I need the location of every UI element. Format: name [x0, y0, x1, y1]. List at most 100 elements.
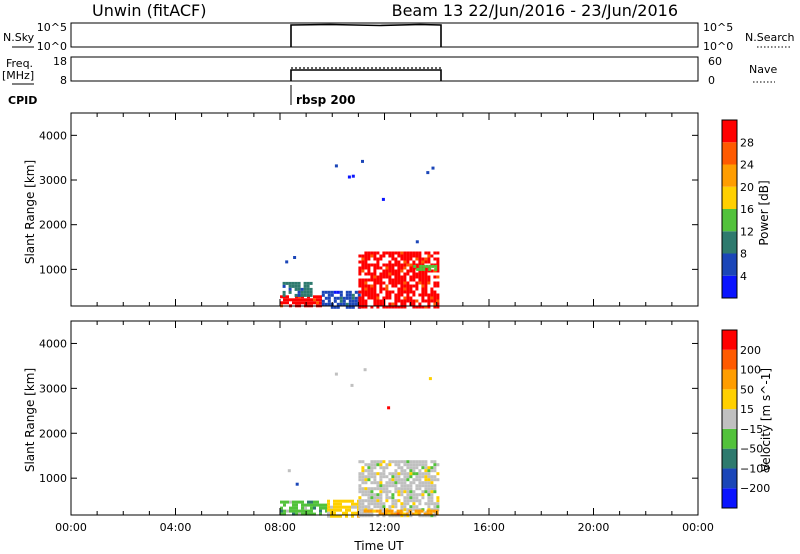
data-cell	[370, 472, 374, 476]
colorbar-cell	[722, 488, 737, 508]
data-cell	[373, 284, 377, 288]
data-cell	[333, 305, 337, 309]
data-cell	[367, 502, 371, 506]
data-cell	[382, 275, 386, 279]
data-cell	[391, 505, 395, 509]
data-cell	[409, 469, 413, 473]
data-cell	[370, 272, 374, 276]
freq-unit: [MHz]	[2, 69, 34, 82]
data-cell	[385, 475, 389, 479]
colorbar-tick: 4	[740, 270, 747, 283]
data-cell	[351, 302, 355, 306]
data-cell	[361, 293, 365, 297]
data-cell	[397, 272, 401, 276]
data-cell	[391, 481, 395, 485]
ytick-label: 2000	[39, 219, 67, 232]
data-cell	[436, 499, 440, 503]
data-cell	[434, 267, 438, 271]
ytick-label: 3000	[39, 382, 67, 395]
data-cell	[283, 298, 286, 302]
data-cell	[418, 514, 422, 518]
data-cell	[427, 281, 431, 285]
data-cell	[431, 264, 435, 268]
data-cell	[336, 499, 339, 503]
data-cell	[403, 472, 407, 476]
data-cell	[319, 509, 322, 513]
colorbar-tick: −50	[740, 443, 763, 456]
data-cell	[406, 472, 410, 476]
data-cell	[394, 296, 398, 300]
data-cell	[412, 305, 416, 309]
data-cell	[394, 293, 398, 297]
data-cell	[427, 490, 431, 494]
data-cell	[375, 509, 379, 513]
data-cell	[348, 296, 352, 300]
data-cell	[348, 305, 352, 309]
data-cell	[379, 493, 383, 497]
data-cell	[370, 296, 374, 300]
data-cell	[364, 478, 368, 482]
data-cell	[292, 509, 295, 513]
data-cell	[358, 254, 362, 258]
data-cell	[412, 302, 416, 306]
data-cell	[342, 299, 346, 303]
nsky-panel: N.Sky 10^5 10^0 10^5 10^0 N.Search	[3, 21, 795, 53]
data-cell	[388, 514, 392, 518]
data-cell	[424, 260, 428, 264]
data-cell	[391, 266, 395, 270]
data-cell	[330, 290, 334, 294]
data-cell	[399, 512, 403, 516]
data-cell	[418, 251, 422, 255]
data-cell	[280, 500, 283, 504]
data-cell	[412, 481, 416, 485]
data-cell	[417, 509, 421, 513]
data-cell	[358, 302, 362, 306]
data-point	[363, 368, 367, 372]
data-cell	[382, 281, 386, 285]
data-cell	[427, 493, 431, 497]
data-cell	[297, 290, 301, 294]
data-cell	[400, 278, 404, 282]
data-cell	[430, 478, 434, 482]
data-cell	[333, 514, 336, 518]
title-left: Unwin (fitACF)	[92, 1, 206, 20]
data-cell	[358, 281, 362, 285]
data-cell	[295, 298, 298, 302]
data-cell	[280, 509, 283, 513]
data-cell	[367, 254, 371, 258]
data-cell	[367, 475, 371, 479]
data-cell	[412, 290, 416, 294]
data-cell	[339, 293, 343, 297]
data-cell	[418, 478, 422, 482]
data-cell	[342, 302, 346, 306]
data-cell	[409, 460, 413, 464]
data-cell	[400, 266, 404, 270]
data-cell	[421, 493, 425, 497]
data-cell	[391, 514, 395, 518]
data-cell	[388, 478, 392, 482]
data-cell	[409, 481, 413, 485]
data-cell	[397, 266, 401, 270]
data-cell	[418, 254, 422, 258]
data-cell	[397, 514, 401, 518]
nsky-label: N.Sky	[3, 31, 35, 44]
data-cell	[427, 299, 431, 303]
data-cell	[364, 299, 368, 303]
data-cell	[358, 514, 362, 518]
data-cell	[391, 290, 395, 294]
data-cell	[316, 503, 319, 507]
data-cell	[427, 499, 431, 503]
data-cell	[348, 290, 352, 294]
data-cell	[370, 287, 374, 291]
data-cell	[421, 272, 425, 276]
data-cell	[433, 281, 437, 285]
data-cell	[379, 502, 383, 506]
data-cell	[313, 295, 316, 299]
data-cell	[358, 299, 362, 303]
data-cell	[394, 269, 398, 273]
data-cell	[394, 305, 398, 309]
data-cell	[433, 511, 437, 515]
data-cell	[415, 275, 419, 279]
data-cell	[394, 514, 398, 518]
colorbar-cell	[722, 275, 737, 298]
